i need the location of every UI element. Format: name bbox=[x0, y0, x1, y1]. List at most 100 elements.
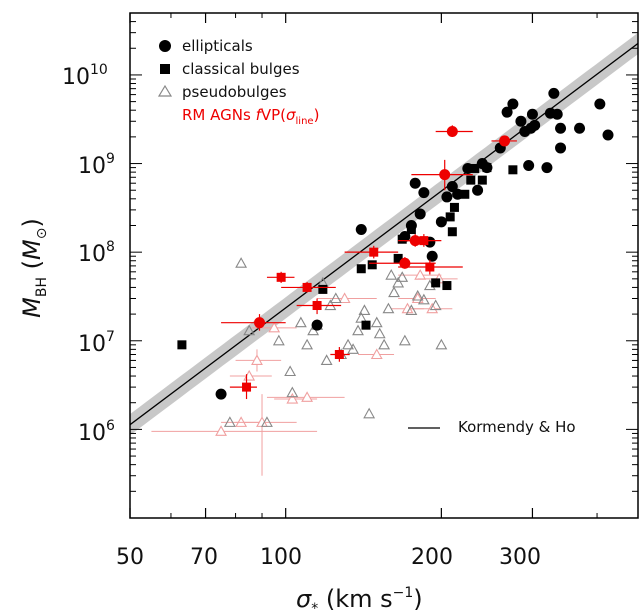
elliptical-point bbox=[555, 122, 567, 134]
pseudobulge-point bbox=[261, 416, 273, 427]
pseudobulge-point bbox=[411, 289, 424, 301]
pseudobulge-point bbox=[435, 338, 448, 350]
rm-agn-point bbox=[419, 236, 429, 246]
legend-label-rm-agns: RM AGNs fVP(σline) bbox=[182, 106, 319, 127]
pseudobulge-point bbox=[355, 312, 368, 323]
pseudobulge-point bbox=[284, 365, 297, 377]
rm-agn-point bbox=[425, 262, 435, 272]
pseudobulge-point bbox=[378, 338, 391, 350]
elliptical-point bbox=[405, 219, 417, 231]
classical-bulge-point bbox=[460, 189, 470, 199]
pseudobulge-point bbox=[352, 324, 364, 336]
pseudobulge-point bbox=[382, 302, 395, 314]
pseudobulge-point bbox=[286, 386, 299, 398]
elliptical-point bbox=[399, 231, 411, 243]
rm-agn-light-point bbox=[301, 391, 314, 402]
svg-text:MBH (M⊙): MBH (M⊙) bbox=[18, 218, 50, 318]
classical-bulge-point bbox=[449, 202, 459, 212]
pseudobulge-point bbox=[385, 269, 398, 280]
legend: ellipticals classical bulges pseudobulge… bbox=[157, 37, 576, 436]
y-tick-label-1e9: 109 bbox=[78, 151, 115, 179]
svg-text:107: 107 bbox=[78, 329, 115, 357]
rm-agn-point bbox=[369, 247, 379, 257]
x-tick-label-100: 100 bbox=[260, 545, 302, 570]
svg-text:108: 108 bbox=[78, 239, 115, 267]
x-tick-label-70: 70 bbox=[190, 545, 218, 570]
pseudobulge-point bbox=[272, 334, 285, 346]
classical-bulge-point bbox=[442, 281, 452, 291]
legend-label-classical-bulges: classical bulges bbox=[182, 60, 300, 78]
classical-bulge-point bbox=[508, 165, 518, 175]
pseudobulge-point bbox=[363, 407, 376, 419]
elliptical-point bbox=[441, 191, 453, 203]
y-tick-label-1e7: 107 bbox=[78, 329, 115, 357]
rm-agn-point bbox=[399, 257, 411, 269]
elliptical-point bbox=[409, 177, 421, 189]
x-tick-label-50: 50 bbox=[116, 545, 144, 570]
pseudobulge-point bbox=[405, 304, 418, 315]
x-axis-label: σ* (km s−1) bbox=[296, 585, 423, 615]
elliptical-point bbox=[452, 188, 464, 200]
pseudobulge-point bbox=[388, 286, 400, 298]
rm-agn-point bbox=[302, 282, 312, 292]
rm-agn-light-point bbox=[286, 392, 299, 404]
pseudobulge-point bbox=[243, 324, 256, 336]
rm-agn-light-point bbox=[235, 416, 248, 427]
pseudobulge-point bbox=[358, 304, 371, 315]
legend-label-fit: Kormendy & Ho bbox=[458, 418, 576, 436]
ticks-group bbox=[129, 12, 638, 519]
points-group bbox=[151, 87, 614, 476]
fit-line-group bbox=[130, 42, 638, 426]
elliptical-point bbox=[574, 122, 586, 134]
classical-bulge-point bbox=[477, 175, 487, 185]
elliptical-point bbox=[311, 319, 323, 331]
legend-marker-classical-bulges bbox=[160, 64, 170, 74]
legend-marker-ellipticals bbox=[159, 40, 171, 52]
svg-text:σ* (km s−1): σ* (km s−1) bbox=[296, 585, 423, 615]
elliptical-point bbox=[555, 142, 567, 154]
pseudobulge-point bbox=[398, 334, 411, 346]
elliptical-point bbox=[526, 108, 538, 120]
rm-agn-point bbox=[334, 350, 344, 360]
classical-bulge-point bbox=[361, 320, 371, 330]
classical-bulge-point bbox=[367, 260, 377, 270]
pseudobulge-point bbox=[347, 343, 360, 354]
classical-bulge-point bbox=[356, 264, 366, 274]
y-axis-label: MBH (M⊙) bbox=[18, 218, 50, 318]
classical-bulge-point bbox=[466, 175, 476, 185]
elliptical-point bbox=[551, 108, 563, 120]
rm-agn-light-point bbox=[268, 321, 281, 333]
elliptical-point bbox=[414, 208, 426, 220]
rm-agn-point bbox=[312, 301, 322, 311]
pseudobulge-point bbox=[342, 338, 354, 350]
pseudobulge-point bbox=[301, 338, 314, 350]
elliptical-point bbox=[523, 160, 535, 172]
rm-agn-light-point bbox=[251, 354, 263, 365]
rm-agn-point bbox=[276, 272, 286, 282]
rm-agn-point bbox=[254, 317, 266, 329]
rm-agn-point bbox=[242, 382, 252, 392]
pseudobulge-point bbox=[396, 271, 409, 282]
y-tick-label-1e10: 1010 bbox=[62, 62, 108, 90]
pseudobulge-point bbox=[329, 292, 342, 304]
rm-agn-point bbox=[446, 125, 458, 137]
legend-marker-pseudobulges bbox=[157, 84, 173, 97]
elliptical-point bbox=[446, 181, 458, 193]
elliptical-point bbox=[529, 119, 541, 131]
elliptical-point bbox=[215, 388, 227, 400]
elliptical-point bbox=[472, 184, 484, 196]
rm-agn-light-point bbox=[426, 302, 439, 314]
svg-text:RM AGNs fVP(σline): RM AGNs fVP(σline) bbox=[182, 106, 319, 127]
rm-agn-point bbox=[499, 135, 511, 147]
classical-bulge-point bbox=[470, 163, 480, 173]
elliptical-point bbox=[426, 250, 438, 262]
svg-text:1010: 1010 bbox=[62, 62, 108, 90]
legend-label-ellipticals: ellipticals bbox=[182, 37, 253, 55]
classical-bulge-point bbox=[447, 227, 457, 237]
legend-label-pseudobulges: pseudobulges bbox=[182, 83, 287, 101]
elliptical-point bbox=[462, 162, 474, 174]
elliptical-point bbox=[501, 106, 513, 118]
pseudobulge-point bbox=[294, 316, 307, 328]
classical-bulge-point bbox=[177, 340, 187, 350]
pseudobulge-point bbox=[392, 276, 405, 288]
